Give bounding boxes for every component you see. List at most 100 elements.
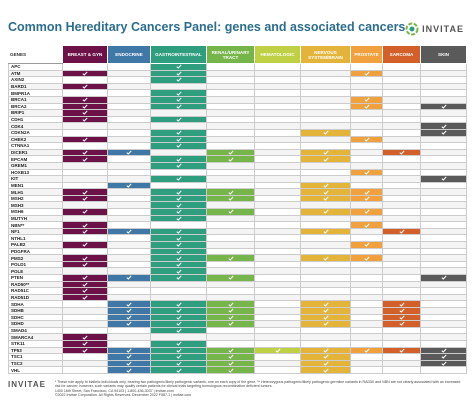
empty-cell: [420, 326, 467, 335]
empty-cell: [382, 339, 421, 348]
empty-cell: [300, 76, 351, 84]
header-row: GENES BREAST & GYN ENDOCRINE GASTROINTESTI…: [8, 45, 467, 64]
empty-cell: [420, 247, 467, 256]
gene-row: POLD1: [8, 260, 467, 269]
empty-cell: [350, 320, 383, 328]
empty-cell: [382, 161, 421, 170]
check-icon: [227, 348, 234, 353]
checked-cell: [107, 359, 151, 368]
check-icon: [175, 302, 182, 307]
empty-cell: [300, 102, 351, 111]
empty-cell: [107, 161, 151, 170]
checked-cell: [150, 161, 207, 170]
empty-cell: [107, 122, 151, 130]
checked-cell: [150, 201, 207, 210]
empty-cell: [107, 142, 151, 150]
title: Common Hereditary Cancers Panel: genes a…: [8, 20, 406, 34]
empty-cell: [300, 109, 351, 117]
empty-cell: [206, 260, 255, 269]
empty-cell: [254, 333, 301, 341]
check-icon: [322, 368, 329, 373]
empty-cell: [420, 287, 467, 295]
column-header: GASTROINTESTINAL: [150, 45, 207, 64]
gene-row: MSH6: [8, 208, 467, 216]
empty-cell: [382, 155, 421, 163]
checked-cell: [206, 320, 255, 328]
checked-cell: [150, 194, 207, 203]
gene-row: ATM: [8, 69, 467, 78]
gene-name: AXIN2: [8, 76, 63, 84]
checked-cell: [62, 221, 108, 229]
checked-cell: [107, 366, 151, 374]
checked-cell: [206, 155, 255, 163]
empty-cell: [254, 208, 301, 216]
empty-cell: [382, 208, 421, 216]
empty-cell: [382, 254, 421, 262]
empty-cell: [420, 306, 467, 315]
empty-cell: [420, 221, 467, 229]
empty-cell: [350, 161, 383, 170]
empty-cell: [206, 234, 255, 243]
empty-cell: [206, 161, 255, 170]
check-icon: [322, 130, 329, 135]
empty-cell: [350, 333, 383, 341]
gene-row: TSC2: [8, 359, 467, 368]
empty-cell: [350, 109, 383, 117]
empty-cell: [254, 148, 301, 157]
empty-cell: [254, 366, 301, 374]
check-icon: [363, 209, 370, 215]
empty-cell: [382, 241, 421, 249]
gene-name: NTHL1: [8, 234, 63, 243]
gene-name: MUTYH: [8, 214, 63, 223]
empty-cell: [206, 227, 255, 236]
check-icon: [363, 242, 370, 248]
checked-cell: [382, 346, 421, 355]
empty-cell: [62, 181, 108, 190]
checked-cell: [300, 155, 351, 163]
empty-cell: [382, 115, 421, 124]
check-icon: [322, 361, 329, 366]
empty-cell: [254, 353, 301, 361]
check-icon: [126, 315, 132, 320]
check-icon: [82, 137, 88, 142]
empty-cell: [62, 359, 108, 368]
checked-cell: [420, 175, 467, 183]
check-icon: [175, 78, 182, 83]
empty-cell: [62, 122, 108, 130]
empty-cell: [300, 247, 351, 256]
check-icon: [126, 354, 132, 360]
gene-name: ATM: [8, 69, 63, 78]
empty-cell: [254, 339, 301, 348]
empty-cell: [382, 69, 421, 78]
empty-cell: [350, 142, 383, 150]
empty-cell: [300, 241, 351, 249]
check-icon: [440, 104, 447, 109]
empty-cell: [382, 194, 421, 203]
empty-cell: [107, 234, 151, 243]
gene-row: NBN**: [8, 221, 467, 229]
checked-cell: [150, 353, 207, 361]
empty-cell: [107, 260, 151, 269]
gene-row: CDK4: [8, 122, 467, 130]
empty-cell: [107, 241, 151, 249]
check-icon: [82, 84, 88, 89]
check-icon: [440, 130, 447, 135]
empty-cell: [62, 175, 108, 183]
empty-cell: [300, 161, 351, 170]
check-icon: [82, 242, 88, 248]
check-icon: [82, 150, 88, 155]
empty-cell: [254, 168, 301, 177]
empty-cell: [62, 234, 108, 243]
empty-cell: [350, 274, 383, 282]
checked-cell: [150, 366, 207, 374]
check-icon: [175, 91, 182, 96]
empty-cell: [420, 95, 467, 104]
check-icon: [175, 269, 182, 274]
checked-cell: [300, 148, 351, 157]
checked-cell: [382, 313, 421, 322]
check-icon: [398, 315, 405, 320]
checked-cell: [350, 241, 383, 249]
empty-cell: [300, 115, 351, 124]
empty-cell: [254, 326, 301, 335]
check-icon: [363, 348, 370, 353]
